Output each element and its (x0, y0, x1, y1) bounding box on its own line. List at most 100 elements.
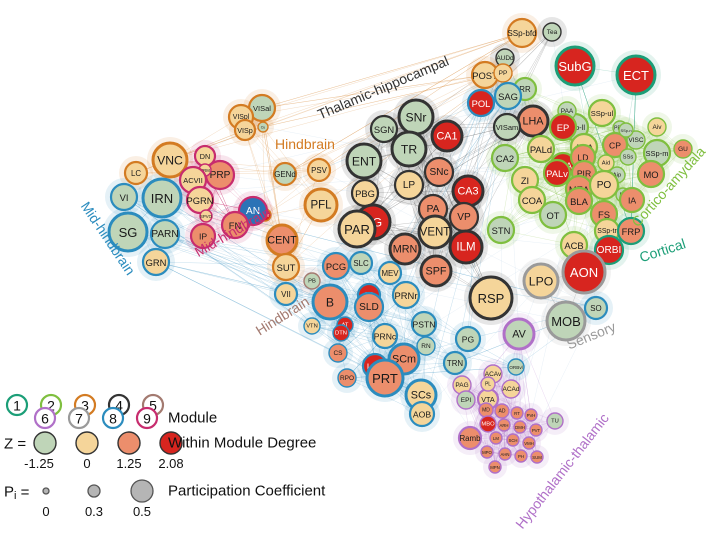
node-bla[interactable]: BLA (564, 186, 594, 216)
node-vent[interactable]: VENT (417, 214, 453, 250)
node-lha[interactable]: LHA (516, 104, 550, 138)
node-sag[interactable]: SAG (493, 81, 523, 111)
node-pald[interactable]: PALd (526, 134, 556, 164)
node-parn[interactable]: PARN (149, 218, 181, 250)
node-rt[interactable]: RT (510, 406, 524, 420)
node-circle-mpo (480, 445, 494, 459)
node-ot[interactable]: OT (538, 200, 568, 230)
node-snr[interactable]: SNr (397, 98, 435, 136)
node-visp[interactable]: VISp (233, 118, 257, 142)
node-pstn[interactable]: PSTN (410, 310, 438, 338)
node-mrn[interactable]: MRN (388, 232, 422, 266)
node-pl[interactable]: PL (480, 376, 496, 392)
node-pvh[interactable]: PVH (524, 408, 538, 422)
node-rpo[interactable]: RPO (337, 368, 357, 388)
node-sss[interactable]: SSs (619, 148, 637, 166)
node-cs[interactable]: CS (328, 343, 348, 363)
node-sch[interactable]: SCH (506, 433, 520, 447)
node-ca1[interactable]: CA1 (430, 119, 464, 153)
node-rsp[interactable]: RSP (468, 275, 514, 321)
node-vmh[interactable]: VMH (522, 436, 536, 450)
node-vp[interactable]: VP (448, 201, 480, 233)
node-lpo[interactable]: LPO (522, 262, 560, 300)
node-so[interactable]: SO (583, 295, 609, 321)
node-pvt[interactable]: PVT (529, 423, 543, 437)
node-sld[interactable]: SLD (353, 291, 385, 323)
node-pg[interactable]: PG (454, 325, 482, 353)
node-ca2[interactable]: CA2 (490, 143, 520, 173)
edge-599 (494, 424, 505, 468)
node-lm[interactable]: LM (489, 431, 503, 445)
node-subg[interactable]: SubG (554, 45, 596, 87)
node-mpo[interactable]: MPO (480, 445, 494, 459)
node-ramb[interactable]: Ramb (457, 425, 483, 451)
node-lp[interactable]: LP (393, 169, 425, 201)
node-ph[interactable]: PH (514, 449, 528, 463)
node-grn[interactable]: GRN (141, 247, 171, 277)
node-acad[interactable]: ACAd (501, 379, 521, 399)
node-lc[interactable]: LC (123, 160, 149, 186)
node-tu[interactable]: TU (546, 412, 564, 430)
node-md[interactable]: MD (478, 402, 494, 418)
node-epi[interactable]: EPI (456, 390, 476, 410)
node-visam[interactable]: VISam (492, 112, 522, 142)
node-psv[interactable]: PSV (306, 157, 332, 183)
node-trn[interactable]: TRN (442, 350, 468, 376)
node-ilm[interactable]: ILM (448, 229, 484, 265)
node-mpn[interactable]: MPN (488, 460, 502, 474)
node-prp[interactable]: PRP (204, 159, 236, 191)
node-ssp-ul[interactable]: SSp-ul (587, 98, 617, 128)
node-aon[interactable]: AON (561, 249, 607, 295)
node-cent[interactable]: CENT (265, 223, 299, 257)
node-gend[interactable]: GENd (272, 161, 298, 187)
node-pb[interactable]: PB (303, 272, 321, 290)
node-ssp-bfd[interactable]: SSp-bfd (506, 17, 538, 49)
node-ca3[interactable]: CA3 (451, 174, 485, 208)
node-vi[interactable]: VI (109, 182, 139, 212)
node-irn[interactable]: IRN (141, 177, 183, 219)
node-ad[interactable]: AD (494, 403, 510, 419)
node-pol[interactable]: POL (466, 88, 496, 118)
node-pp[interactable]: PP (493, 63, 513, 83)
node-av[interactable]: AV (502, 317, 536, 351)
node-aiv[interactable]: Aiv (647, 117, 667, 137)
node-mev[interactable]: MEV (377, 260, 403, 286)
node-tea[interactable]: Tea (542, 22, 562, 42)
node-spf[interactable]: SPF (419, 254, 453, 288)
node-po[interactable]: PO (588, 169, 620, 201)
node-prt[interactable]: PRT (365, 358, 405, 398)
node-mbo[interactable]: MBO (479, 415, 497, 433)
node-palv[interactable]: PALv (542, 158, 572, 188)
node-aob[interactable]: AOB (408, 400, 436, 428)
node-pcg[interactable]: PCG (321, 251, 351, 281)
node-tr[interactable]: TR (390, 130, 428, 168)
node-circle-ahn (498, 447, 512, 461)
node-par[interactable]: PAR (337, 209, 377, 249)
node-rn[interactable]: RN (416, 336, 436, 356)
node-ahn[interactable]: AHN (498, 447, 512, 461)
node-dmh[interactable]: DMH (513, 420, 527, 434)
node-sgn[interactable]: SGN (369, 114, 399, 144)
node-b[interactable]: B (311, 283, 349, 321)
node-ect[interactable]: ECT (615, 54, 657, 96)
node-orbvl[interactable]: ORBvl (507, 358, 525, 376)
node-ssp-n[interactable]: SSp-n (618, 122, 634, 138)
node-stn[interactable]: STN (486, 215, 516, 245)
node-vtn[interactable]: VTN (303, 317, 321, 335)
node-snc[interactable]: SNc (423, 156, 455, 188)
node-prnc[interactable]: PRNc (371, 322, 399, 350)
node-cu[interactable]: Cu (257, 121, 269, 133)
node-sut[interactable]: SUT (271, 252, 301, 282)
node-sum[interactable]: SUM (530, 450, 544, 464)
edge-51 (504, 127, 621, 159)
node-slc[interactable]: SLC (348, 250, 374, 276)
node-ent[interactable]: ENT (345, 142, 383, 180)
node-dtn[interactable]: DTN (332, 324, 350, 342)
node-ep[interactable]: EP (548, 112, 578, 142)
node-arh[interactable]: ARH (497, 418, 511, 432)
node-pbg[interactable]: PBG (350, 178, 380, 208)
node-pgrn[interactable]: PGRN (185, 185, 215, 215)
node-spvo[interactable]: SPVO (199, 209, 213, 223)
node-pfl[interactable]: PFL (303, 187, 339, 223)
node-prnr[interactable]: PRNr (391, 280, 421, 310)
